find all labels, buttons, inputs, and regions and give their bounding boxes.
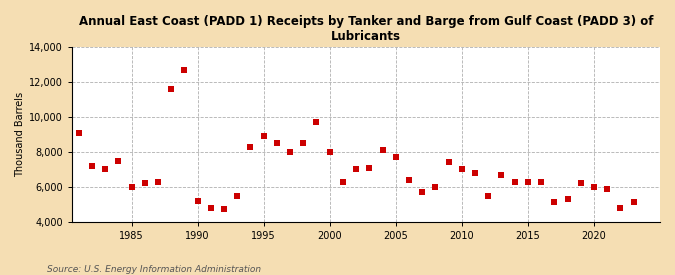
Point [575,181,586,185]
Point [86,164,97,168]
Point [205,205,216,210]
Point [509,179,520,184]
Point [245,144,256,149]
Point [416,190,427,194]
Point [259,134,269,138]
Point [404,178,414,182]
Point [271,141,282,145]
Point [562,197,573,201]
Point [601,186,612,191]
Text: Source: U.S. Energy Information Administration: Source: U.S. Energy Information Administ… [47,265,261,274]
Point [589,185,599,189]
Point [443,160,454,164]
Point [483,193,493,198]
Point [166,87,177,91]
Point [456,167,467,172]
Point [219,207,230,212]
Title: Annual East Coast (PADD 1) Receipts by Tanker and Barge from Gulf Coast (PADD 3): Annual East Coast (PADD 1) Receipts by T… [79,15,653,43]
Point [232,193,242,198]
Point [496,172,507,177]
Point [549,200,560,205]
Point [377,148,388,152]
Point [311,120,322,124]
Point [153,179,163,184]
Point [324,150,335,154]
Point [285,150,296,154]
Point [522,179,533,184]
Point [139,181,150,185]
Point [179,67,190,72]
Point [74,130,84,135]
Point [470,170,481,175]
Point [390,155,401,159]
Point [126,185,137,189]
Point [113,158,124,163]
Point [338,179,348,184]
Point [298,141,308,145]
Y-axis label: Thousand Barrels: Thousand Barrels [15,92,25,177]
Point [364,165,375,170]
Point [430,185,441,189]
Point [615,205,626,210]
Point [628,200,639,205]
Point [536,179,547,184]
Point [100,167,111,172]
Point [351,167,362,172]
Point [192,199,203,203]
